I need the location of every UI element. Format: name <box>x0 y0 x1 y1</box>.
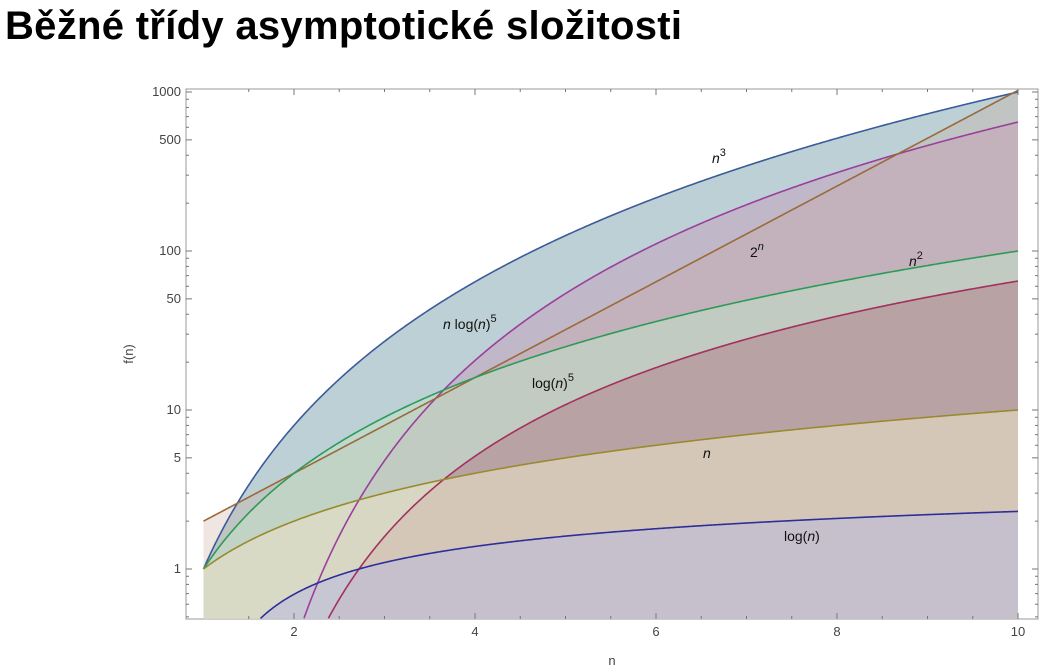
x-axis-label: n <box>608 653 615 668</box>
curve-label-2: 2n <box>750 241 764 260</box>
y-tick-label: 50 <box>167 291 181 306</box>
x-tick-label: 4 <box>471 624 478 639</box>
y-tick-label: 5 <box>174 450 181 465</box>
series-line-2 <box>203 89 1019 522</box>
curve-label-3: n2 <box>909 250 923 269</box>
y-tick-label: 500 <box>159 132 181 147</box>
axis-ticks: 2 4 6 8 10 1 5 10 50 100 500 1000 <box>152 84 1038 639</box>
series-fill-6 <box>203 511 1018 619</box>
y-tick-label: 1000 <box>152 84 181 99</box>
page-title: Běžné třídy asymptotické složitosti <box>5 4 683 48</box>
y-tick-label: 100 <box>159 243 181 258</box>
series-line-6 <box>259 510 1019 620</box>
curve-label-6: log(n) <box>784 528 820 544</box>
curve-label-5: n <box>703 445 711 461</box>
series-line-3 <box>202 250 1019 570</box>
curve-label-4: log(n)5 <box>532 372 574 391</box>
series-line-5 <box>203 409 1019 570</box>
x-tick-label: 2 <box>290 624 297 639</box>
series-line-0 <box>202 91 1019 570</box>
curve-label-0: n3 <box>712 147 726 166</box>
x-tick-label: 8 <box>833 624 840 639</box>
x-tick-label: 6 <box>652 624 659 639</box>
curve-labels: n3 n log(n)5 2n n2 log(n)5 n log(n) <box>443 147 923 544</box>
y-tick-label: 1 <box>174 561 181 576</box>
y-axis-label: f(n) <box>121 344 136 364</box>
series-lines <box>202 89 1019 620</box>
series-fills <box>203 90 1018 620</box>
x-tick-label: 10 <box>1011 624 1025 639</box>
curve-label-1: n log(n)5 <box>443 313 497 332</box>
y-tick-label: 10 <box>167 402 181 417</box>
